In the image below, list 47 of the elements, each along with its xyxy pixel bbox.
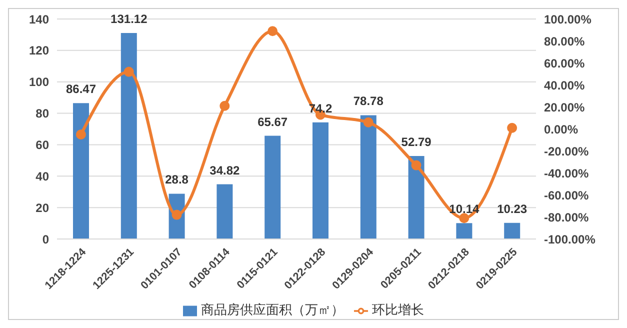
y2-tick-label: -100.00% <box>544 232 596 246</box>
y-tick-label: 20 <box>36 200 50 215</box>
y2-tick-label: 40.00% <box>544 78 586 92</box>
point <box>411 160 422 170</box>
data-label: 28.8 <box>165 172 189 187</box>
y2-tick-label: -80.00% <box>544 210 590 224</box>
bar <box>120 32 137 239</box>
bar <box>360 115 376 239</box>
data-label: 10.23 <box>497 202 528 216</box>
y2-tick-label: -20.00% <box>544 144 590 158</box>
bar <box>216 184 233 239</box>
y-tick-label: 60 <box>36 138 50 152</box>
point <box>459 213 470 224</box>
point <box>172 210 182 220</box>
y-tick-label: 40 <box>36 169 50 184</box>
y2-tick-label: 100.00% <box>544 12 592 26</box>
point <box>268 26 278 36</box>
legend-label: 环比增长 <box>372 302 424 317</box>
y-tick-label: 0 <box>42 232 50 246</box>
data-label: 78.78 <box>353 94 384 108</box>
bar <box>73 103 89 239</box>
y-tick-label: 80 <box>36 106 50 121</box>
y2-tick-label: 60.00% <box>544 56 586 70</box>
y2-tick-label: 80.00% <box>544 34 586 48</box>
data-label: 86.47 <box>66 82 96 96</box>
bar <box>456 223 472 239</box>
point <box>363 117 374 128</box>
y-tick-label: 120 <box>28 44 50 58</box>
data-label: 131.12 <box>110 12 148 26</box>
y2-tick-label: -60.00% <box>544 188 590 202</box>
y-tick-label: 140 <box>28 12 50 26</box>
data-label: 52.79 <box>401 135 432 150</box>
y2-tick-label: -40.00% <box>544 166 590 180</box>
point <box>76 130 86 140</box>
bar <box>264 136 281 239</box>
bar <box>408 156 424 239</box>
point <box>507 122 518 133</box>
y2-tick-label: 20.00% <box>544 100 586 114</box>
point <box>124 66 134 77</box>
data-label: 65.67 <box>258 114 288 129</box>
bar <box>312 122 328 239</box>
bar <box>504 222 520 239</box>
y2-tick-label: 0.00% <box>544 122 578 136</box>
data-label: 34.82 <box>210 163 240 178</box>
y-tick-label: 100 <box>28 75 50 90</box>
point <box>220 100 230 111</box>
legend-label: 商品房供应面积（万㎡） <box>201 302 344 317</box>
